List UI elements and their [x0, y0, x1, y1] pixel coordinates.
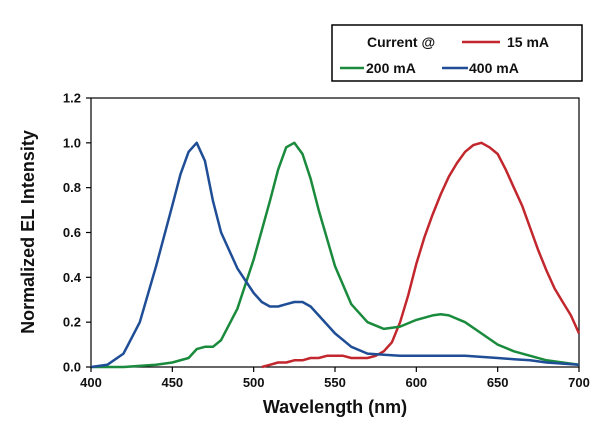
- x-tick-label: 450: [161, 375, 183, 390]
- x-axis: 400 450 500 550 600 650 700: [80, 367, 590, 390]
- x-tick-label: 600: [405, 375, 427, 390]
- y-tick-label: 0.6: [63, 225, 81, 240]
- series-line-400ma: [90, 141, 580, 369]
- legend: Current @ 15 mA 200 mA 400 mA: [331, 24, 583, 82]
- series-line-15ma: [261, 141, 581, 369]
- series-line-200ma: [91, 141, 580, 369]
- legend-label-15ma: 15 mA: [507, 34, 549, 50]
- series-layer: [90, 141, 581, 369]
- x-tick-label: 400: [80, 375, 102, 390]
- legend-label-200ma: 200 mA: [366, 60, 416, 76]
- y-tick-label: 0.2: [63, 315, 81, 330]
- x-tick-label: 500: [243, 375, 265, 390]
- legend-item-400ma: 400 mA: [442, 60, 519, 76]
- x-tick-label: 550: [324, 375, 346, 390]
- y-tick-label: 0.4: [63, 270, 82, 285]
- y-tick-label: 1.2: [63, 91, 81, 106]
- legend-label-400ma: 400 mA: [469, 60, 519, 76]
- y-axis-title: Normalized EL Intensity: [18, 130, 38, 334]
- x-tick-label: 700: [568, 375, 590, 390]
- legend-item-15ma: 15 mA: [462, 34, 549, 50]
- legend-box: [331, 24, 583, 82]
- legend-item-200ma: 200 mA: [340, 60, 416, 76]
- y-axis: 0.0 0.2 0.4 0.6 0.8 1.0 1.2: [63, 91, 91, 375]
- y-tick-label: 0.8: [63, 180, 81, 195]
- x-axis-title: Wavelength (nm): [263, 397, 407, 417]
- y-tick-label: 1.0: [63, 135, 81, 150]
- legend-title: Current @: [367, 34, 435, 50]
- x-tick-label: 650: [487, 375, 509, 390]
- y-tick-label: 0.0: [63, 360, 81, 375]
